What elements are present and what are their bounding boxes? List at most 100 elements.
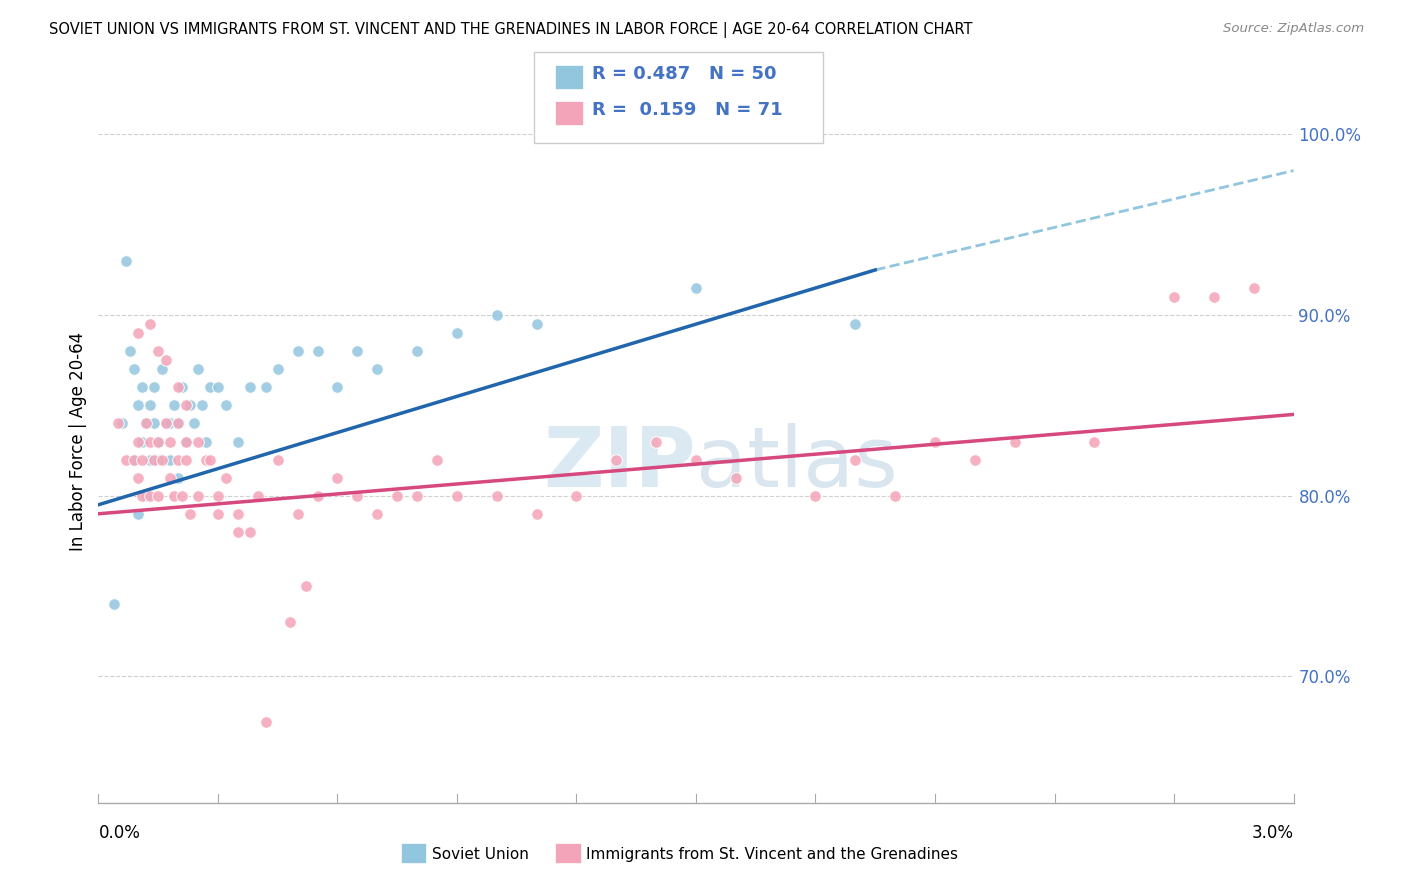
Point: [143, 417, 166, 431]
Point: [267, 362, 290, 376]
Point: [127, 398, 149, 412]
Text: R = 0.487   N = 50: R = 0.487 N = 50: [592, 65, 776, 83]
Point: [1243, 281, 1265, 295]
Point: [174, 434, 197, 449]
Point: [191, 398, 214, 412]
Point: [124, 452, 146, 467]
Point: [131, 380, 153, 394]
Point: [1202, 290, 1225, 304]
Point: [111, 417, 134, 431]
Text: Source: ZipAtlas.com: Source: ZipAtlas.com: [1223, 22, 1364, 36]
Point: [167, 470, 190, 484]
Point: [163, 489, 186, 503]
Point: [143, 452, 166, 467]
Point: [307, 344, 329, 359]
Point: [131, 452, 153, 467]
Point: [278, 615, 301, 630]
Point: [287, 507, 309, 521]
Point: [174, 398, 197, 412]
Point: [139, 434, 162, 449]
Point: [326, 380, 349, 394]
Point: [239, 380, 262, 394]
Point: [159, 470, 181, 484]
Y-axis label: In Labor Force | Age 20-64: In Labor Force | Age 20-64: [69, 332, 87, 551]
Point: [167, 452, 190, 467]
Point: [287, 344, 309, 359]
Point: [124, 452, 146, 467]
Point: [172, 380, 194, 394]
Point: [148, 489, 170, 503]
Point: [346, 344, 368, 359]
Point: [148, 434, 170, 449]
Point: [385, 489, 409, 503]
Point: [179, 398, 201, 412]
Point: [226, 507, 249, 521]
Point: [107, 417, 129, 431]
Point: [226, 524, 249, 539]
Text: atlas: atlas: [696, 423, 897, 504]
Point: [115, 254, 138, 268]
Point: [195, 452, 218, 467]
Point: [148, 452, 170, 467]
Point: [246, 489, 269, 503]
Point: [115, 452, 138, 467]
Point: [135, 489, 157, 503]
Point: [139, 452, 162, 467]
Point: [685, 281, 707, 295]
Point: [346, 489, 368, 503]
Point: [148, 434, 170, 449]
Point: [565, 489, 588, 503]
Point: [307, 489, 329, 503]
Point: [366, 362, 388, 376]
Point: [207, 489, 229, 503]
Point: [294, 579, 316, 593]
Point: [127, 434, 149, 449]
Point: [215, 470, 238, 484]
Point: [150, 452, 173, 467]
Point: [326, 470, 349, 484]
Point: [605, 452, 627, 467]
Point: [131, 434, 153, 449]
Point: [155, 417, 177, 431]
Point: [366, 507, 388, 521]
Point: [406, 489, 429, 503]
Point: [167, 380, 190, 394]
Point: [724, 470, 747, 484]
Point: [174, 434, 197, 449]
Point: [127, 507, 149, 521]
Point: [159, 417, 181, 431]
Point: [187, 489, 209, 503]
Point: [924, 434, 946, 449]
Point: [963, 452, 986, 467]
Point: [135, 417, 157, 431]
Point: [844, 452, 866, 467]
Point: [267, 452, 290, 467]
Point: [1004, 434, 1026, 449]
Point: [844, 317, 866, 331]
Point: [1083, 434, 1105, 449]
Point: [167, 417, 190, 431]
Point: [155, 353, 177, 368]
Point: [485, 308, 508, 322]
Point: [198, 380, 221, 394]
Point: [139, 398, 162, 412]
Point: [103, 597, 125, 611]
Point: [131, 489, 153, 503]
Text: ZIP: ZIP: [544, 423, 696, 504]
Point: [446, 326, 468, 341]
Point: [127, 326, 149, 341]
Point: [120, 344, 142, 359]
Point: [645, 434, 668, 449]
Point: [187, 434, 209, 449]
Text: SOVIET UNION VS IMMIGRANTS FROM ST. VINCENT AND THE GRENADINES IN LABOR FORCE | : SOVIET UNION VS IMMIGRANTS FROM ST. VINC…: [49, 22, 973, 38]
Point: [139, 489, 162, 503]
Text: R =  0.159   N = 71: R = 0.159 N = 71: [592, 101, 783, 119]
Point: [1163, 290, 1185, 304]
Point: [526, 507, 548, 521]
Point: [239, 524, 262, 539]
Text: 3.0%: 3.0%: [1251, 824, 1294, 842]
Point: [174, 452, 197, 467]
Point: [226, 434, 249, 449]
Point: [139, 317, 162, 331]
Point: [804, 489, 827, 503]
